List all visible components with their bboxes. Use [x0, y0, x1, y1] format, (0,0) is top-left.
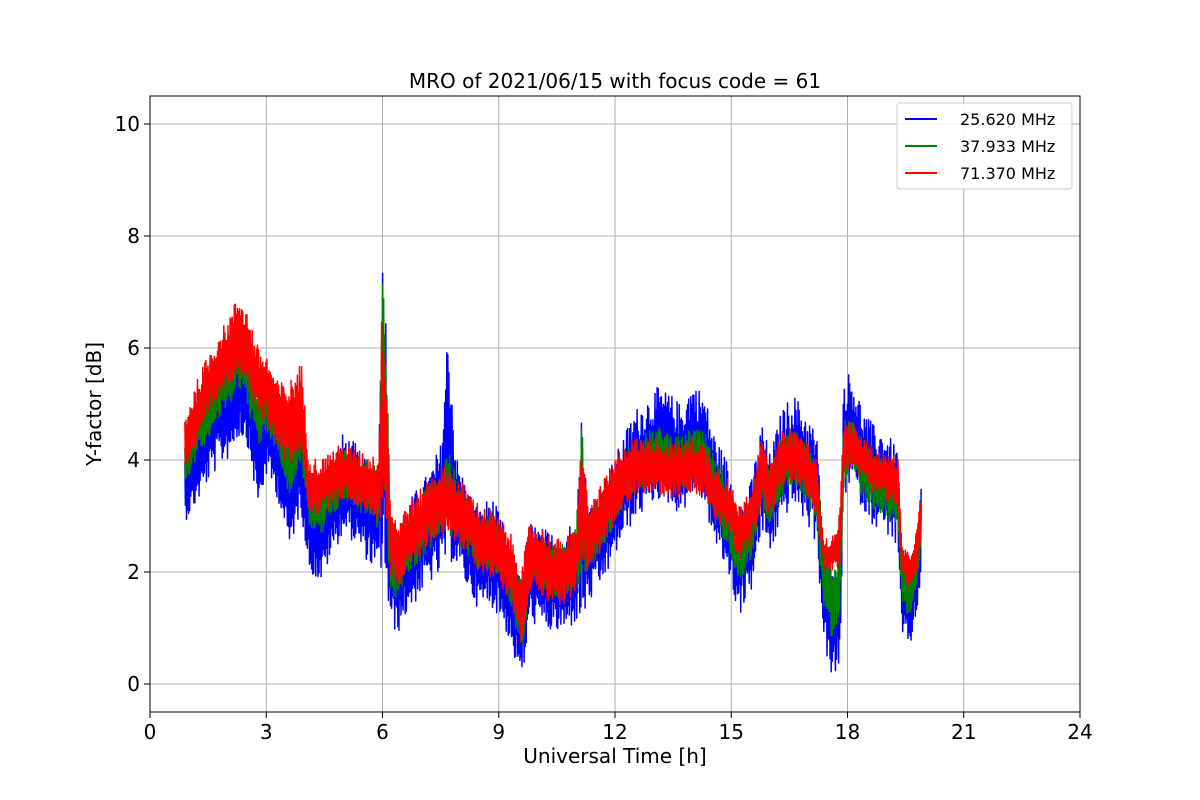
legend-box [896, 102, 1073, 190]
y-tick-label: 2 [127, 560, 140, 584]
x-tick-label: 15 [719, 720, 744, 744]
legend-label-71-370: 71.370 MHz [960, 164, 1055, 183]
x-tick-label: 9 [492, 720, 505, 744]
x-tick-label: 21 [951, 720, 976, 744]
series-line-71-370-mhz [184, 303, 922, 643]
y-tick-label: 6 [127, 336, 140, 360]
y-tick-label: 0 [127, 672, 140, 696]
x-tick-label: 0 [144, 720, 157, 744]
y-tick-label: 10 [115, 112, 140, 136]
y-axis-ticks: 0 2 4 6 8 10 [115, 112, 150, 696]
y-tick-label: 8 [127, 224, 140, 248]
legend-label-37-933: 37.933 MHz [960, 137, 1055, 156]
y-tick-label: 4 [127, 448, 140, 472]
chart-title: MRO of 2021/06/15 with focus code = 61 [409, 69, 821, 93]
legend: 25.620 MHz 37.933 MHz 71.370 MHz [896, 102, 1073, 190]
y-axis-label: Y-factor [dB] [82, 342, 106, 467]
x-axis-label: Universal Time [h] [523, 744, 706, 768]
x-tick-label: 24 [1067, 720, 1092, 744]
x-axis-ticks: 0 3 6 9 12 15 18 21 24 [144, 712, 1093, 744]
legend-label-25-620: 25.620 MHz [960, 110, 1055, 129]
x-tick-label: 6 [376, 720, 389, 744]
x-tick-label: 3 [260, 720, 273, 744]
x-tick-label: 12 [602, 720, 627, 744]
series-area [184, 272, 922, 673]
x-tick-label: 18 [835, 720, 860, 744]
